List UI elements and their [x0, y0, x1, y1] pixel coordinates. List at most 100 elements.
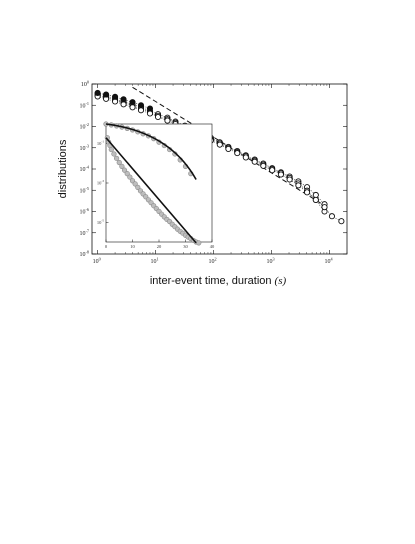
data-point — [216, 141, 223, 148]
x-axis-label-unit: (s) — [275, 275, 287, 287]
inset-point — [196, 240, 202, 246]
y-tick-label: 10-8 — [80, 250, 90, 259]
y-tick-label: 10-1 — [80, 101, 90, 110]
y-tick-label-base: 10 — [80, 210, 86, 216]
data-point — [312, 191, 319, 199]
y-tick-label-base: 10 — [80, 188, 86, 194]
data-point — [328, 213, 335, 220]
y-tick-label-exp: -2 — [86, 122, 90, 127]
inset-point — [111, 151, 117, 157]
inset-point — [132, 181, 138, 187]
inset-y-tick-label-base: 10 — [97, 220, 102, 225]
y-tick-label: 10-7 — [80, 228, 90, 237]
inset-y-tick-label: 10-3 — [97, 179, 105, 186]
x-tick-label-exp: 1 — [157, 257, 159, 262]
y-tick-label-exp: -5 — [86, 186, 90, 191]
inset-upper-fit — [105, 123, 197, 180]
inset-x-tick-label: 40 — [210, 244, 215, 249]
y-tick-label: 10-5 — [80, 186, 90, 195]
y-tick-label-exp: -7 — [86, 228, 90, 233]
inset-y-tick-label-exp: -3 — [101, 179, 104, 183]
data-point — [286, 176, 293, 183]
data-point — [295, 182, 302, 189]
x-tick-label: 103 — [267, 257, 275, 266]
data-point — [146, 110, 154, 117]
x-tick-label-exp: 0 — [99, 257, 101, 262]
data-point — [129, 99, 136, 106]
y-tick-label-exp: 0 — [87, 80, 89, 85]
inset-point — [108, 146, 114, 153]
main-ticks: 100 101 102 103 10410010-110-210-310-410-510… — [80, 80, 348, 266]
x-tick-label-exp: 3 — [273, 257, 275, 262]
data-point — [154, 113, 162, 121]
inset-point — [119, 163, 125, 169]
data-point — [137, 107, 145, 114]
inset-x-tick-label: 10 — [130, 244, 135, 249]
inset-point — [124, 171, 130, 177]
y-tick-label-exp: -8 — [86, 250, 90, 255]
y-axis-label: distributions — [57, 139, 69, 198]
data-point — [269, 167, 276, 174]
y-tick-label-base: 10 — [80, 103, 86, 109]
data-point — [312, 196, 319, 203]
data-point — [304, 189, 311, 196]
x-tick-label-exp: 2 — [215, 257, 217, 262]
inset-point — [116, 159, 122, 166]
y-tick-label-base: 10 — [81, 82, 87, 88]
data-point — [251, 158, 258, 165]
inset-x-tick-label: 20 — [157, 244, 162, 249]
inset-fit-line — [105, 137, 197, 244]
y-tick-label: 10-3 — [80, 143, 90, 152]
inset-y-tick-label: 10-1 — [97, 140, 105, 147]
x-axis-label-text: inter-event time, duration — [150, 275, 272, 287]
data-point — [225, 145, 232, 152]
data-point — [120, 96, 127, 103]
data-point — [103, 91, 110, 98]
x-tick-label: 104 — [324, 257, 333, 266]
x-tick-label-base: 10 — [93, 259, 99, 265]
data-point — [260, 162, 267, 169]
y-tick-label-base: 10 — [80, 231, 86, 237]
y-tick-label: 10-2 — [80, 122, 90, 131]
inset-point — [121, 167, 128, 173]
y-tick-label-base: 10 — [80, 167, 86, 173]
inset-point — [135, 184, 141, 190]
inset-marks — [103, 121, 202, 246]
data-point — [338, 218, 345, 225]
y-tick-label-exp: -6 — [86, 207, 90, 212]
y-tick-label-base: 10 — [80, 125, 86, 131]
x-tick-label-base: 10 — [324, 259, 330, 265]
data-point — [112, 93, 119, 100]
y-tick-label: 10-4 — [80, 165, 90, 174]
x-tick-label-base: 10 — [267, 259, 273, 265]
data-point — [129, 104, 136, 111]
inset-point — [113, 155, 120, 161]
x-tick-label-exp: 4 — [330, 257, 333, 262]
x-tick-label-base: 10 — [209, 259, 215, 265]
y-tick-label-exp: -1 — [86, 101, 90, 106]
y-tick-label: 100 — [81, 80, 89, 89]
y-tick-label: 10-6 — [80, 207, 90, 216]
data-point — [242, 154, 249, 161]
x-tick-label-base: 10 — [151, 259, 157, 265]
y-tick-label-base: 10 — [80, 252, 86, 258]
inset-y-tick-label-exp: -5 — [101, 218, 104, 222]
inset-y-tick-label-base: 10 — [97, 181, 102, 186]
data-point — [321, 204, 328, 211]
inset-y-tick-label-base: 10 — [97, 141, 102, 146]
inset-y-tick-label-exp: -1 — [101, 140, 104, 144]
x-axis-label: inter-event time, duration (s) — [150, 275, 287, 287]
x-tick-label: 101 — [151, 257, 159, 266]
inset-x-tick-label: 0 — [105, 244, 108, 249]
data-point — [146, 105, 154, 112]
inset-y-tick-label: 10-5 — [97, 218, 105, 225]
x-tick-label: 102 — [209, 257, 217, 266]
x-tick-label: 100 — [93, 257, 101, 266]
data-point — [120, 101, 127, 108]
y-tick-label-base: 10 — [80, 146, 86, 152]
inset-point — [127, 174, 133, 180]
data-point — [164, 117, 171, 124]
y-tick-label-exp: -4 — [86, 165, 90, 170]
